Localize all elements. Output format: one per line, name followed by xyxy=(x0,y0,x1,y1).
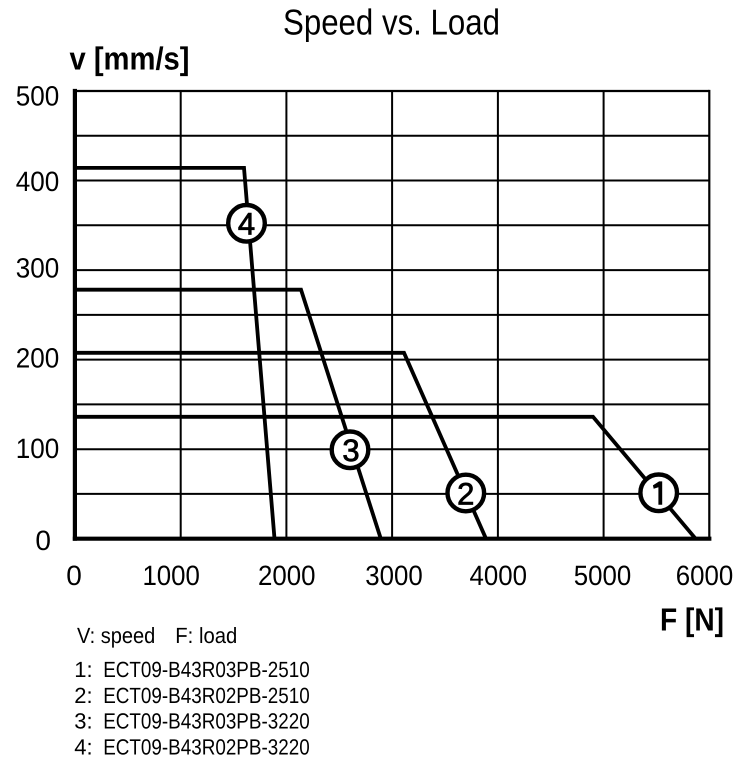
svg-text:1000: 1000 xyxy=(142,560,200,591)
svg-text:4000: 4000 xyxy=(470,560,528,591)
svg-text:ECT09-B43R02PB-2510: ECT09-B43R02PB-2510 xyxy=(103,683,310,708)
svg-text:3:: 3: xyxy=(74,709,92,734)
svg-text:2: 2 xyxy=(457,476,474,511)
svg-text:400: 400 xyxy=(16,166,60,197)
svg-text:300: 300 xyxy=(16,252,60,283)
svg-text:V: speed: V: speed xyxy=(77,623,155,648)
svg-text:1:: 1: xyxy=(74,657,92,682)
svg-text:2000: 2000 xyxy=(258,560,316,591)
svg-text:0: 0 xyxy=(35,525,51,556)
svg-text:500: 500 xyxy=(16,81,60,112)
svg-text:F: load: F: load xyxy=(175,623,237,648)
svg-text:F [N]: F [N] xyxy=(660,602,724,638)
svg-text:4:: 4: xyxy=(74,734,92,759)
svg-text:4: 4 xyxy=(238,206,255,241)
svg-text:Speed vs. Load: Speed vs. Load xyxy=(283,2,500,43)
svg-text:200: 200 xyxy=(16,342,60,373)
svg-text:ECT09-B43R02PB-3220: ECT09-B43R02PB-3220 xyxy=(103,734,310,759)
svg-text:5000: 5000 xyxy=(574,560,632,591)
svg-text:v [mm/s]: v [mm/s] xyxy=(70,41,190,77)
svg-text:0: 0 xyxy=(66,560,82,591)
svg-text:3000: 3000 xyxy=(365,560,423,591)
svg-text:3: 3 xyxy=(342,433,359,468)
svg-text:6000: 6000 xyxy=(676,560,734,591)
svg-text:ECT09-B43R03PB-2510: ECT09-B43R03PB-2510 xyxy=(103,657,310,682)
svg-text:2:: 2: xyxy=(74,683,92,708)
svg-text:100: 100 xyxy=(16,433,60,464)
svg-text:ECT09-B43R03PB-3220: ECT09-B43R03PB-3220 xyxy=(103,709,310,734)
